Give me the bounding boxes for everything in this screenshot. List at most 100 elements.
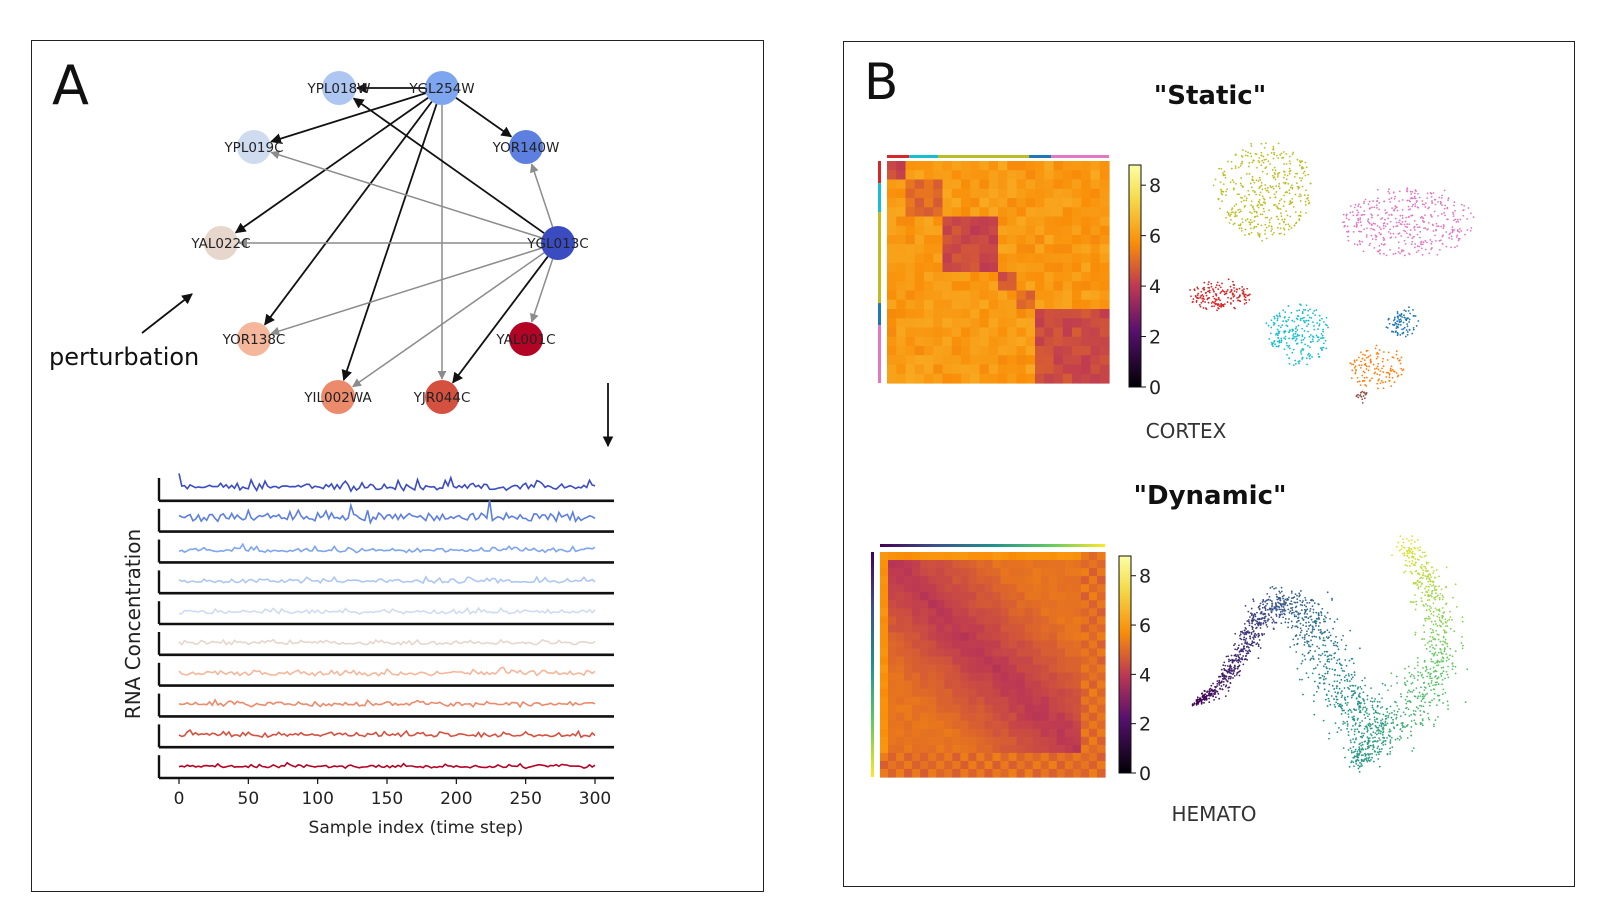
- cell-point: [1271, 228, 1273, 230]
- cell-point: [1425, 562, 1428, 565]
- heat-cell: [1096, 768, 1106, 778]
- cell-point: [1391, 323, 1394, 326]
- cell-point: [1251, 161, 1254, 164]
- heat-cell: [984, 624, 994, 633]
- cell-point: [1395, 717, 1397, 720]
- cell-point: [1258, 233, 1261, 235]
- cell-point: [1246, 650, 1249, 653]
- cell-point: [1274, 621, 1276, 624]
- heat-cell: [968, 560, 978, 569]
- heat-cell: [1016, 327, 1027, 338]
- cell-point: [1441, 242, 1444, 245]
- heat-cell: [1080, 656, 1090, 666]
- heat-cell: [968, 656, 978, 666]
- cell-point: [1205, 696, 1207, 699]
- cell-point: [1251, 178, 1254, 181]
- cell-point: [1261, 213, 1264, 216]
- cell-point: [1298, 678, 1301, 681]
- heat-cell: [1040, 560, 1050, 569]
- cell-point: [1240, 200, 1243, 203]
- heat-cell: [1032, 616, 1042, 625]
- heat-cell: [1056, 680, 1066, 690]
- cell-point: [1289, 602, 1292, 605]
- heat-cell: [1096, 680, 1106, 690]
- cell-point: [1394, 236, 1397, 239]
- cell-point: [1296, 309, 1299, 312]
- heat-cell: [961, 318, 971, 329]
- cell-point: [1273, 193, 1276, 196]
- heat-cell: [1025, 198, 1036, 208]
- cell-point: [1333, 644, 1335, 647]
- cell-point: [1328, 700, 1331, 702]
- cell-point: [1313, 602, 1316, 605]
- cell-point: [1422, 667, 1424, 669]
- cell-point: [1389, 248, 1391, 251]
- heat-cell: [968, 640, 978, 650]
- cell-point: [1270, 217, 1273, 219]
- cell-point: [1378, 693, 1381, 696]
- cell-point: [1353, 709, 1356, 711]
- cell-point: [1381, 682, 1384, 685]
- cell-point: [1248, 632, 1250, 634]
- cell-point: [1271, 605, 1273, 608]
- heat-cell: [905, 309, 916, 319]
- heat-cell: [1024, 632, 1034, 641]
- cell-point: [1301, 335, 1304, 338]
- cell-point: [1275, 345, 1278, 348]
- heat-cell: [905, 216, 916, 227]
- heat-cell: [951, 355, 962, 366]
- heat-cell: [1062, 272, 1073, 282]
- cell-point: [1278, 608, 1281, 611]
- heat-cell: [888, 688, 897, 698]
- heat-cell: [960, 592, 969, 601]
- cell-point: [1374, 739, 1376, 742]
- cell-point: [1218, 676, 1220, 678]
- cell-point: [1312, 655, 1314, 658]
- cell-point: [1234, 214, 1237, 216]
- heat-cell: [1016, 592, 1026, 601]
- heat-cell: [1088, 728, 1098, 738]
- cell-point: [1362, 691, 1365, 694]
- cell-point: [1241, 160, 1244, 163]
- cell-point: [1214, 686, 1217, 689]
- cell-point: [1444, 638, 1447, 641]
- heat-cell: [904, 560, 913, 569]
- cell-point: [1240, 227, 1243, 230]
- cell-point: [1289, 347, 1291, 350]
- cell-point: [1421, 638, 1424, 640]
- heat-cell: [1008, 568, 1018, 577]
- cell-point: [1248, 193, 1250, 196]
- cell-point: [1419, 704, 1421, 707]
- heat-cell: [920, 656, 929, 666]
- cell-point: [1290, 227, 1293, 229]
- cell-point: [1376, 365, 1379, 368]
- cell-point: [1366, 728, 1369, 730]
- heat-cell: [1064, 672, 1074, 682]
- heat-cell: [1064, 608, 1074, 617]
- cell-point: [1265, 237, 1268, 240]
- heat-cell: [1056, 576, 1066, 585]
- cluster-blue: [1385, 306, 1420, 338]
- heat-cell: [1056, 616, 1066, 625]
- cell-point: [1284, 223, 1287, 226]
- heat-cell: [1016, 688, 1026, 698]
- cell-point: [1347, 713, 1350, 716]
- cell-point: [1353, 756, 1355, 759]
- cell-point: [1438, 699, 1441, 702]
- heat-cell: [936, 552, 945, 561]
- heat-cell: [1024, 584, 1034, 593]
- heat-cell: [960, 720, 969, 730]
- heat-cell: [1032, 688, 1042, 698]
- cell-point: [1423, 686, 1426, 689]
- heat-cell: [1000, 760, 1010, 770]
- cell-point: [1378, 712, 1381, 715]
- edge-YGL013C-YPL019C: [270, 150, 543, 239]
- heat-cell: [933, 299, 944, 310]
- cell-point: [1327, 637, 1329, 640]
- heat-cell: [1090, 290, 1101, 301]
- cell-point: [1431, 589, 1434, 592]
- cell-point: [1368, 380, 1371, 382]
- cell-point: [1290, 590, 1293, 593]
- cell-point: [1374, 234, 1377, 237]
- heat-cell: [968, 552, 978, 561]
